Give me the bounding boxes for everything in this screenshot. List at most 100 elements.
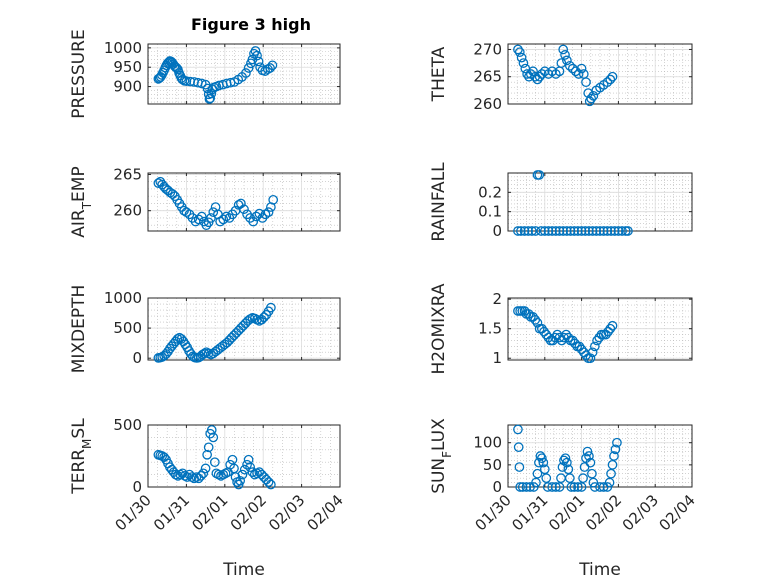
ylabel-3: RAINFALL — [429, 162, 449, 242]
figure-title: Figure 3 high — [191, 15, 311, 34]
data-point — [241, 68, 251, 78]
data-point — [606, 226, 616, 236]
data-point — [517, 482, 528, 492]
data-point — [513, 44, 523, 55]
data-point — [247, 467, 258, 477]
data-point — [559, 455, 569, 466]
ylabel-2: AIRTEMP — [69, 166, 94, 237]
data-point — [202, 449, 212, 460]
data-point — [606, 468, 616, 479]
data-point — [203, 442, 214, 453]
data-point — [259, 312, 269, 323]
y-tick-label: 100 — [473, 434, 502, 452]
data-point — [266, 302, 276, 313]
data-point — [554, 226, 565, 236]
data-point — [602, 77, 613, 88]
data-point — [547, 226, 558, 236]
data-point — [266, 479, 276, 490]
data-point — [248, 216, 259, 227]
y-tick-label: 260 — [113, 202, 142, 220]
axes-box — [507, 43, 693, 105]
data-point — [206, 425, 217, 435]
axes-box — [147, 172, 341, 232]
data-point — [569, 482, 580, 492]
y-tick-label: 0 — [492, 222, 502, 240]
data-point — [521, 482, 532, 492]
data-point — [530, 71, 541, 82]
data-point — [547, 482, 558, 492]
data-point — [550, 482, 561, 492]
data-point — [585, 457, 596, 468]
data-point — [584, 451, 594, 461]
y-tick-label: 1000 — [104, 39, 142, 57]
data-point — [206, 88, 217, 99]
y-tick-label: 900 — [113, 78, 142, 96]
data-point — [584, 226, 594, 236]
ylabel-1: THETA — [429, 46, 449, 102]
data-point — [514, 47, 525, 58]
data-point — [564, 473, 575, 483]
data-point — [578, 473, 588, 483]
y-tick-label: 265 — [473, 68, 502, 86]
data-point — [587, 226, 598, 236]
y-tick-label: 1 — [492, 349, 502, 367]
data-point — [181, 207, 192, 217]
data-point — [528, 482, 539, 492]
data-point — [516, 226, 526, 236]
data-point — [558, 226, 569, 236]
data-point — [607, 320, 618, 331]
data-point — [623, 226, 633, 236]
data-point — [565, 226, 576, 236]
data-point — [209, 457, 220, 468]
y-tick-label: 260 — [473, 95, 502, 113]
data-point — [171, 63, 182, 73]
data-point — [605, 323, 616, 334]
data-point — [196, 78, 207, 89]
data-point — [196, 211, 207, 222]
data-point — [539, 226, 550, 236]
data-point — [585, 353, 596, 364]
data-point — [200, 463, 211, 474]
y-tick-label: 0 — [492, 478, 502, 496]
data-point — [609, 226, 620, 236]
y-tick-label: 0.1 — [478, 203, 502, 221]
data-point — [588, 477, 599, 488]
data-point — [169, 61, 180, 71]
data-point — [519, 226, 530, 236]
data-point — [180, 470, 190, 481]
data-point — [513, 226, 523, 236]
data-point — [218, 214, 229, 225]
data-point — [211, 468, 222, 479]
data-point — [528, 66, 538, 77]
data-point — [193, 214, 204, 225]
data-point — [208, 432, 219, 443]
data-point — [588, 90, 599, 101]
axes-box — [147, 43, 341, 105]
data-point — [576, 482, 587, 492]
data-point — [181, 76, 192, 87]
data-point — [576, 226, 587, 236]
data-point — [260, 209, 271, 220]
data-point — [243, 63, 254, 73]
data-point — [263, 207, 274, 217]
data-point — [172, 334, 183, 344]
data-point — [560, 453, 571, 464]
data-point — [516, 52, 527, 63]
data-point — [537, 69, 547, 79]
data-point — [558, 44, 569, 55]
data-point — [235, 475, 246, 486]
y-tick-label: 0.2 — [478, 183, 502, 201]
data-point — [263, 477, 274, 487]
axes-box — [147, 424, 341, 488]
data-point — [513, 442, 524, 452]
data-point — [587, 347, 598, 358]
y-tick-label: 1.5 — [478, 320, 502, 338]
data-point — [242, 459, 252, 470]
data-point — [612, 437, 622, 448]
y-tick-label: 500 — [113, 319, 142, 337]
data-point — [252, 50, 262, 61]
data-point — [265, 63, 275, 73]
data-point — [595, 226, 605, 236]
data-point — [253, 56, 264, 67]
ylabel-5: H2OMIXRA — [429, 283, 449, 374]
